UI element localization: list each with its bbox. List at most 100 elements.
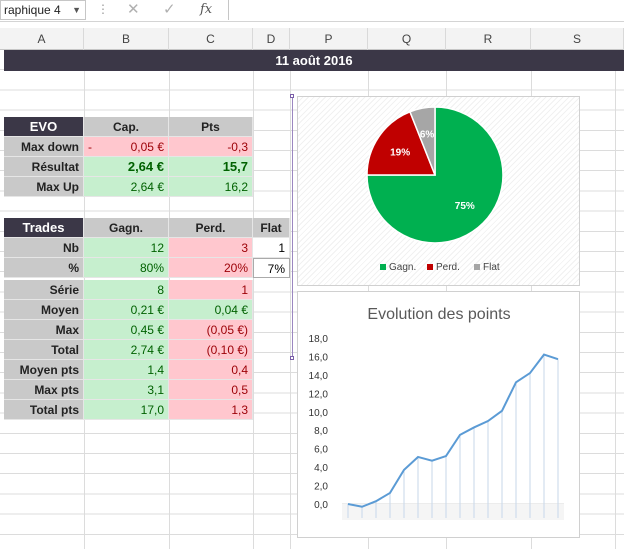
chart-resize-handle[interactable]	[290, 356, 294, 360]
gridline	[253, 50, 254, 549]
legend-entry[interactable]: Flat	[483, 262, 500, 273]
trades-label[interactable]: Moyen pts	[4, 360, 84, 380]
evo-pts-max-up[interactable]: 16,2	[169, 177, 253, 197]
column-header-d[interactable]: D	[253, 28, 290, 50]
evo-cap-max-down-value: 0,05 €	[130, 140, 164, 154]
y-tick-label: 4,0	[314, 463, 328, 474]
evo-label-max-down[interactable]: Max down	[4, 137, 84, 157]
chart-selection-border	[292, 98, 293, 356]
trades-header[interactable]: Trades	[4, 218, 84, 238]
trades-label[interactable]: Total	[4, 340, 84, 360]
trades-label[interactable]: Moyen	[4, 300, 84, 320]
axis-band	[342, 504, 564, 520]
trades-perd-cell[interactable]: 3	[169, 238, 253, 258]
column-header-a[interactable]: A	[0, 28, 84, 50]
trades-label[interactable]: %	[4, 258, 84, 278]
line-chart[interactable]: Evolution des points 0,0 2,0 4,0 6,0 8,0 10,0 1…	[297, 291, 580, 538]
separator-icon: ⋮	[97, 2, 109, 16]
trades-gagn-cell[interactable]: 3,1	[84, 380, 169, 400]
trades-perd-cell[interactable]: 0,4	[169, 360, 253, 380]
pie-data-label: 19%	[390, 147, 410, 158]
trades-perd-cell[interactable]: 1	[169, 280, 253, 300]
name-box-value: raphique 4	[4, 3, 61, 17]
trades-gagn-cell[interactable]: 1,4	[84, 360, 169, 380]
trades-gagn-cell[interactable]: 8	[84, 280, 169, 300]
evo-cap-header[interactable]: Cap.	[84, 117, 169, 137]
y-tick-label: 14,0	[309, 371, 329, 382]
trades-gagn-cell[interactable]: 17,0	[84, 400, 169, 420]
legend-entry[interactable]: Gagn.	[389, 262, 416, 273]
trades-label[interactable]: Max pts	[4, 380, 84, 400]
column-header-r[interactable]: R	[446, 28, 531, 50]
pie-slice-perd[interactable]	[366, 110, 437, 176]
cancel-icon[interactable]: ✕	[127, 1, 140, 18]
pie-slice-gagn[interactable]	[366, 106, 504, 244]
formula-input[interactable]	[228, 0, 624, 20]
evo-label-max-up[interactable]: Max Up	[4, 177, 84, 197]
evo-cap-max-up[interactable]: 2,64 €	[84, 177, 169, 197]
trades-flat-header[interactable]: Flat	[253, 218, 290, 238]
trades-perd-cell[interactable]: 0,5	[169, 380, 253, 400]
legend-swatch	[474, 264, 480, 270]
trades-perd-cell[interactable]: 20%	[169, 258, 253, 278]
y-tick-label: 0,0	[314, 500, 328, 511]
trades-gagn-cell[interactable]: 80%	[84, 258, 169, 278]
trades-gagn-cell[interactable]: 2,74 €	[84, 340, 169, 360]
y-tick-label: 12,0	[309, 389, 329, 400]
series-line-points[interactable]	[347, 353, 559, 508]
pie-data-label: 6%	[420, 130, 435, 141]
pie-slice-flat[interactable]	[408, 106, 436, 176]
pie-data-label: 75%	[455, 201, 475, 212]
evo-cap-max-down[interactable]: - 0,05 €	[84, 137, 169, 157]
trades-label[interactable]: Max	[4, 320, 84, 340]
column-header-p[interactable]: P	[290, 28, 368, 50]
column-header-s[interactable]: S	[531, 28, 624, 50]
y-tick-label: 2,0	[314, 482, 328, 493]
column-header-q[interactable]: Q	[368, 28, 446, 50]
trades-flat-cell[interactable]: 1	[253, 238, 290, 258]
column-header	[0, 28, 624, 50]
negative-sign: -	[88, 140, 92, 154]
gridline	[615, 50, 616, 549]
evo-label-resultat[interactable]: Résultat	[4, 157, 84, 177]
insert-function-icon[interactable]: fx	[200, 2, 213, 17]
gridline	[290, 50, 291, 549]
legend-swatch	[380, 264, 386, 270]
chart-resize-handle[interactable]	[290, 94, 294, 98]
y-tick-label: 6,0	[314, 445, 328, 456]
trades-gagn-cell[interactable]: 0,45 €	[84, 320, 169, 340]
y-tick-label: 16,0	[309, 352, 329, 363]
trades-perd-cell[interactable]: 0,04 €	[169, 300, 253, 320]
y-tick-label: 8,0	[314, 426, 328, 437]
trades-gagn-cell[interactable]: 12	[84, 238, 169, 258]
legend-swatch	[427, 264, 433, 270]
date-title: 11 août 2016	[4, 50, 624, 71]
trades-label[interactable]: Série	[4, 280, 84, 300]
trades-perd-cell[interactable]: (0,10 €)	[169, 340, 253, 360]
line-chart-title: Evolution des points	[367, 306, 510, 323]
trades-perd-cell[interactable]: 1,3	[169, 400, 253, 420]
trades-label[interactable]: Nb	[4, 238, 84, 258]
column-header-c[interactable]: C	[169, 28, 253, 50]
y-tick-label: 10,0	[309, 408, 329, 419]
trades-perd-header[interactable]: Perd.	[169, 218, 253, 238]
pie-chart[interactable]: 75% 19% 6% Gagn. Perd. Flat	[297, 96, 580, 286]
column-header-b[interactable]: B	[84, 28, 169, 50]
trades-gagn-header[interactable]: Gagn.	[84, 218, 169, 238]
line-chart-svg: Evolution des points 0,0 2,0 4,0 6,0 8,0 10,0 1…	[309, 306, 564, 520]
evo-cap-resultat[interactable]: 2,64 €	[84, 157, 169, 177]
legend-entry[interactable]: Perd.	[436, 262, 460, 273]
name-box[interactable]: raphique 4 ▼	[0, 0, 86, 20]
evo-pts-resultat[interactable]: 15,7	[169, 157, 253, 177]
confirm-icon[interactable]: ✓	[163, 1, 176, 18]
trades-perd-cell[interactable]: (0,05 €)	[169, 320, 253, 340]
pie-chart-svg: 75% 19% 6% Gagn. Perd. Flat	[366, 106, 504, 273]
evo-pts-header[interactable]: Pts	[169, 117, 253, 137]
trades-label[interactable]: Total pts	[4, 400, 84, 420]
trades-gagn-cell[interactable]: 0,21 €	[84, 300, 169, 320]
evo-pts-max-down[interactable]: -0,3	[169, 137, 253, 157]
trades-flat-cell[interactable]: 7%	[253, 258, 290, 278]
y-tick-label: 18,0	[309, 334, 329, 345]
chevron-down-icon[interactable]: ▼	[72, 5, 81, 15]
evo-header[interactable]: EVO	[4, 117, 84, 137]
